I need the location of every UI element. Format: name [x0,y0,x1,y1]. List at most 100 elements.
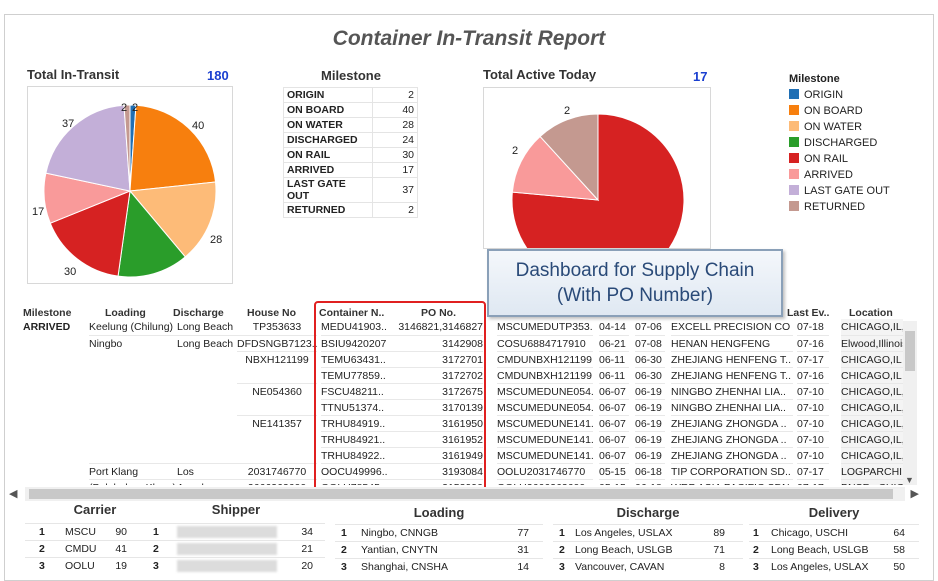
milestone-row[interactable]: ON BOARD 40 [283,102,418,118]
table-row[interactable]: Ningbo Long Beach DFDSNGB7123.. BSIU9420207… [19,335,903,352]
discharge-row[interactable]: 1 Los Angeles, USLAX 89 [553,524,743,541]
col-header-po-no[interactable]: PO No. [421,307,457,319]
milestone-row[interactable]: ORIGIN 2 [283,87,418,103]
cell-shipper: NINGBO ZHENHAI LIA.. [671,383,793,400]
table-row[interactable]: TRHU84922.. 3161949 MSCUMEDUNE141.. 06-07 06… [19,447,903,464]
pie-slice-arrived[interactable] [511,135,600,201]
cell-last: 07-18 [797,321,824,333]
cell-loc: CHICAGO,IL,... [841,431,903,448]
delivery-row[interactable]: 1 Chicago, USCHI 64 [749,524,919,541]
legend-swatch [789,89,799,99]
discharge-row[interactable]: 2 Long Beach, USLGB 71 [553,541,743,558]
pie-slice-on-rail[interactable] [511,113,685,249]
legend-item[interactable]: ON RAIL [789,151,890,167]
legend-item[interactable]: ORIGIN [789,87,890,103]
loading-row[interactable]: 1 Ningbo, CNNGB 77 [335,524,543,541]
milestone-row[interactable]: ON WATER 28 [283,117,418,133]
active-today-pie-chart[interactable]: 22 [484,88,710,249]
table-row[interactable]: TEMU77859.. 3172702 CMDUNBXH121199 06-11 06-… [19,367,903,384]
grid-vertical-scrollbar[interactable]: ▼ [903,321,917,485]
milestone-row[interactable]: ON RAIL 30 [283,147,418,163]
milestone-row-label: ON BOARD [283,102,373,118]
cell-loc: Elwood,Illinois. [841,335,903,352]
scroll-down-icon[interactable]: ▼ [905,475,914,485]
table-row[interactable]: (Pelabuhan Klang)Angeles2666262600 OOLU78… [19,479,903,485]
table-row[interactable]: NE054360 FSCU48211.. 3172675 MSCUMEDUNE054.… [19,383,903,400]
table-row[interactable]: TRHU84921.. 3161952 MSCUMEDUNE141.. 06-07 06… [19,431,903,448]
loading-rank: 2 [341,544,347,556]
legend-item[interactable]: ON WATER [789,119,890,135]
shipper-title: Shipper [211,502,261,517]
loading-row[interactable]: 2 Yantian, CNYTN 31 [335,541,543,558]
pie-slice-discharged[interactable] [117,189,186,278]
col-header-house-no[interactable]: House No [247,307,297,319]
col-header-milestone[interactable]: Milestone [23,307,72,319]
callout-line-1: Dashboard for Supply Chain [515,260,755,281]
legend-label: ARRIVED [804,169,853,181]
shipper-rank: 2 [153,543,159,555]
cell-last: 07-10 [797,431,829,448]
delivery-row[interactable]: 2 Long Beach, USLGB 58 [749,541,919,558]
cell-house: NE141357 [237,415,317,432]
milestone-row[interactable]: RETURNED 2 [283,202,418,218]
cell-last: 07-10 [797,399,829,416]
col-header-loading[interactable]: Loading [105,307,146,319]
legend-item[interactable]: ON BOARD [789,103,890,119]
legend-label: ON WATER [804,121,863,133]
col-header-last-event[interactable]: Last Ev.. [787,307,830,319]
carrier-row[interactable]: 2 CMDU 41 [25,540,165,557]
col-header-discharge[interactable]: Discharge [173,307,224,319]
table-row[interactable]: Port Klang Los 2031746770 OOCU49996.. 319308… [19,463,903,480]
pie-slice-last-gate-out[interactable] [45,104,131,192]
shipper-row[interactable]: 3 20 [147,557,325,574]
carrier-row[interactable]: 1 MSCU 90 [25,523,165,540]
cell-milestone [23,399,87,415]
legend-item[interactable]: DISCHARGED [789,135,890,151]
milestone-row[interactable]: DISCHARGED 24 [283,132,418,148]
milestone-row[interactable]: ARRIVED 17 [283,162,418,178]
cell-d2: 06-19 [635,383,665,400]
cell-po: 3170139 [395,399,483,416]
pie-slice-on-rail[interactable] [49,190,131,277]
in-transit-pie-chart[interactable]: 22 40 28 24 30 17 37 [28,87,232,294]
legend-item[interactable]: LAST GATE OUT [789,183,890,199]
cell-loading: (Pelabuhan Klang) [89,479,179,485]
cell-loc: CHICAGO,IL [841,367,903,384]
table-row[interactable]: ARRIVED Keelung (Chilung) Long Beach TP3536… [19,319,903,335]
vertical-scroll-thumb[interactable] [905,331,915,371]
cell-d2: 07-08 [635,335,665,352]
pie-slice-returned[interactable] [539,113,599,202]
discharge-row[interactable]: 3 Vancouver, CAVAN 8 [553,558,743,575]
discharge-count: 71 [713,544,725,556]
legend-item[interactable]: ARRIVED [789,167,890,183]
total-in-transit-label: Total In-Transit [27,67,120,82]
col-header-location[interactable]: Location [849,307,893,319]
table-row[interactable]: NE141357 TRHU84919.. 3161950 MSCUMEDUNE141.… [19,415,903,432]
pie-slice-returned[interactable] [123,104,131,192]
legend-item[interactable]: RETURNED [789,199,890,215]
loading-row[interactable]: 3 Shanghai, CNSHA 14 [335,558,543,575]
grid-horizontal-scrollbar[interactable]: ◀ ▶ [9,487,919,501]
delivery-row[interactable]: 3 Los Angeles, USLAX 50 [749,558,919,575]
shipper-row[interactable]: 2 21 [147,540,325,557]
table-row[interactable]: TTNU51374.. 3170139 MSCUMEDUNE054.. 06-07 06… [19,399,903,416]
cell-house: 2031746770 [237,463,317,480]
carrier-row[interactable]: 3 OOLU 19 [25,557,165,574]
scroll-left-icon[interactable]: ◀ [9,488,18,500]
shipper-row[interactable]: 1 34 [147,523,325,540]
col-header-container-no[interactable]: Container N.. [319,307,385,319]
horizontal-scroll-thumb[interactable] [29,489,893,499]
delivery-count: 64 [893,527,905,539]
cell-po: 3161952 [395,431,483,448]
milestone-row-label: ON WATER [283,117,373,133]
cell-po: 3161950 [395,415,483,432]
table-row[interactable]: NBXH121199 TEMU63431.. 3172701 CMDUNBXH1211… [19,351,903,368]
pie-slice-on-board[interactable] [129,104,217,192]
discharge-panel: Discharge 1 Los Angeles, USLAX 89 2 Long Bea… [553,505,743,575]
milestone-row[interactable]: LAST GATE OUT 37 [283,177,418,203]
milestone-row-label: LAST GATE OUT [283,177,373,203]
scroll-right-icon[interactable]: ▶ [910,488,919,500]
pie-slice-on-water[interactable] [129,181,217,258]
cell-shipper: ZHEJIANG ZHONGDA .. [671,431,793,448]
cell-po: 3142908 [395,335,483,352]
